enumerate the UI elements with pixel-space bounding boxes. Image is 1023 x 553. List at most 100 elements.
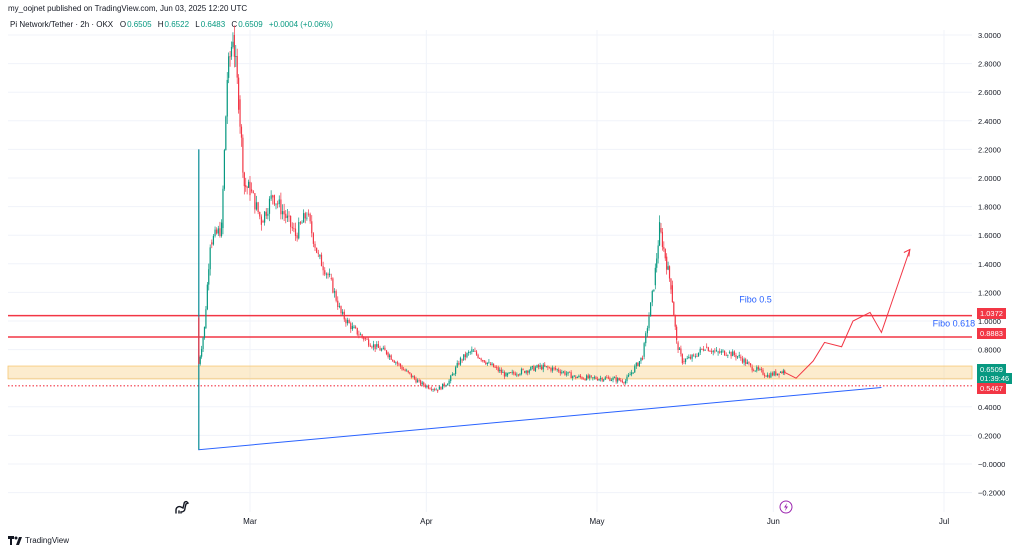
- candle-body: [356, 327, 358, 335]
- candle-body: [545, 366, 547, 368]
- candle-body: [281, 211, 284, 215]
- candle-body: [638, 361, 641, 366]
- candle-body: [290, 215, 292, 227]
- candle-body: [260, 216, 262, 225]
- last-price-badge: 0.6509: [977, 364, 1006, 375]
- candle-body: [228, 56, 230, 78]
- candle-body: [387, 352, 389, 357]
- candle-body: [329, 273, 331, 276]
- candle-body: [479, 357, 481, 359]
- candle-body: [205, 309, 207, 329]
- candle-body: [368, 339, 370, 346]
- candle-body: [475, 351, 478, 355]
- candle-body: [656, 258, 658, 268]
- candle-body: [252, 191, 254, 194]
- candle-body: [651, 291, 653, 303]
- candle-body: [376, 344, 378, 347]
- x-tick-label: Apr: [420, 517, 433, 526]
- candle-body: [582, 378, 585, 380]
- candle-body: [220, 222, 223, 236]
- candle-body: [211, 242, 213, 245]
- candle-body: [468, 352, 470, 353]
- candle-body: [486, 362, 488, 365]
- candle-body: [316, 247, 318, 253]
- candle-body: [317, 252, 319, 254]
- candle-body: [264, 211, 266, 223]
- candle-body: [286, 215, 288, 219]
- candle-body: [407, 370, 409, 373]
- candle-body: [255, 202, 258, 210]
- y-tick-label: 0.8000: [978, 346, 1001, 355]
- candle-body: [314, 243, 316, 248]
- candle-body: [748, 362, 750, 364]
- candle-body: [242, 137, 244, 173]
- candle-body: [666, 256, 668, 270]
- candle-body: [446, 384, 449, 386]
- candle-body: [372, 344, 375, 348]
- candle-body: [278, 199, 280, 205]
- candle-body: [575, 376, 577, 378]
- candle-body: [534, 367, 537, 371]
- candle-body: [333, 291, 336, 293]
- candle-body: [389, 355, 391, 357]
- symbol-name[interactable]: Pi Network/Tether · 2h · OKX: [10, 20, 114, 29]
- candle-body: [257, 202, 259, 213]
- candle-body: [461, 359, 463, 361]
- candle-body: [458, 362, 460, 365]
- candle-body: [235, 56, 237, 57]
- candle-body: [701, 348, 703, 350]
- candle-body: [420, 380, 422, 386]
- candle-body: [547, 366, 549, 368]
- candle-body: [412, 376, 414, 378]
- candle-body: [658, 222, 661, 246]
- candle-body: [371, 346, 373, 348]
- candle-body: [379, 347, 381, 351]
- candle-body: [441, 383, 444, 390]
- candle-body: [293, 228, 295, 230]
- y-tick-label: −0.0000: [978, 460, 1005, 469]
- candle-body: [691, 354, 693, 359]
- candle-body: [720, 351, 722, 353]
- candle-body: [525, 370, 527, 373]
- candle-body: [283, 211, 285, 215]
- candle-body: [759, 369, 761, 370]
- candle-body: [247, 181, 250, 188]
- candle-body: [723, 350, 726, 356]
- y-tick-label: 2.8000: [978, 60, 1001, 69]
- candle-body: [733, 351, 735, 356]
- candle-body: [522, 369, 524, 371]
- candle-body: [401, 366, 403, 370]
- candle-body: [506, 373, 509, 376]
- candle-body: [610, 379, 613, 381]
- fibo-label: Fibo 0.5: [739, 294, 772, 304]
- candle-body: [634, 366, 636, 373]
- candle-body: [298, 222, 300, 239]
- tradingview-footer[interactable]: TradingView: [8, 536, 69, 545]
- candle-body: [451, 374, 453, 376]
- candle-body: [254, 193, 256, 210]
- candle-body: [767, 374, 769, 377]
- candle-body: [230, 46, 233, 57]
- candle-body: [732, 351, 734, 357]
- y-tick-label: 1.4000: [978, 260, 1001, 269]
- candle-body: [520, 369, 523, 374]
- candle-body: [757, 367, 759, 370]
- candle-body: [404, 369, 406, 371]
- candle-body: [390, 355, 392, 360]
- candle-body: [751, 366, 753, 371]
- change-value: +0.0004 (+0.06%): [268, 20, 333, 29]
- candle-body: [641, 357, 644, 360]
- candle-body: [249, 181, 251, 196]
- candle-body: [621, 380, 623, 383]
- candle-body: [626, 376, 628, 382]
- candle-body: [778, 373, 780, 376]
- candle-body: [201, 349, 203, 357]
- candle-body: [351, 326, 353, 330]
- candle-body: [508, 372, 510, 374]
- y-tick-label: 2.2000: [978, 145, 1001, 154]
- candle-body: [483, 360, 485, 363]
- candle-body: [267, 213, 269, 216]
- candle-body: [513, 371, 515, 374]
- candle-body: [406, 370, 408, 372]
